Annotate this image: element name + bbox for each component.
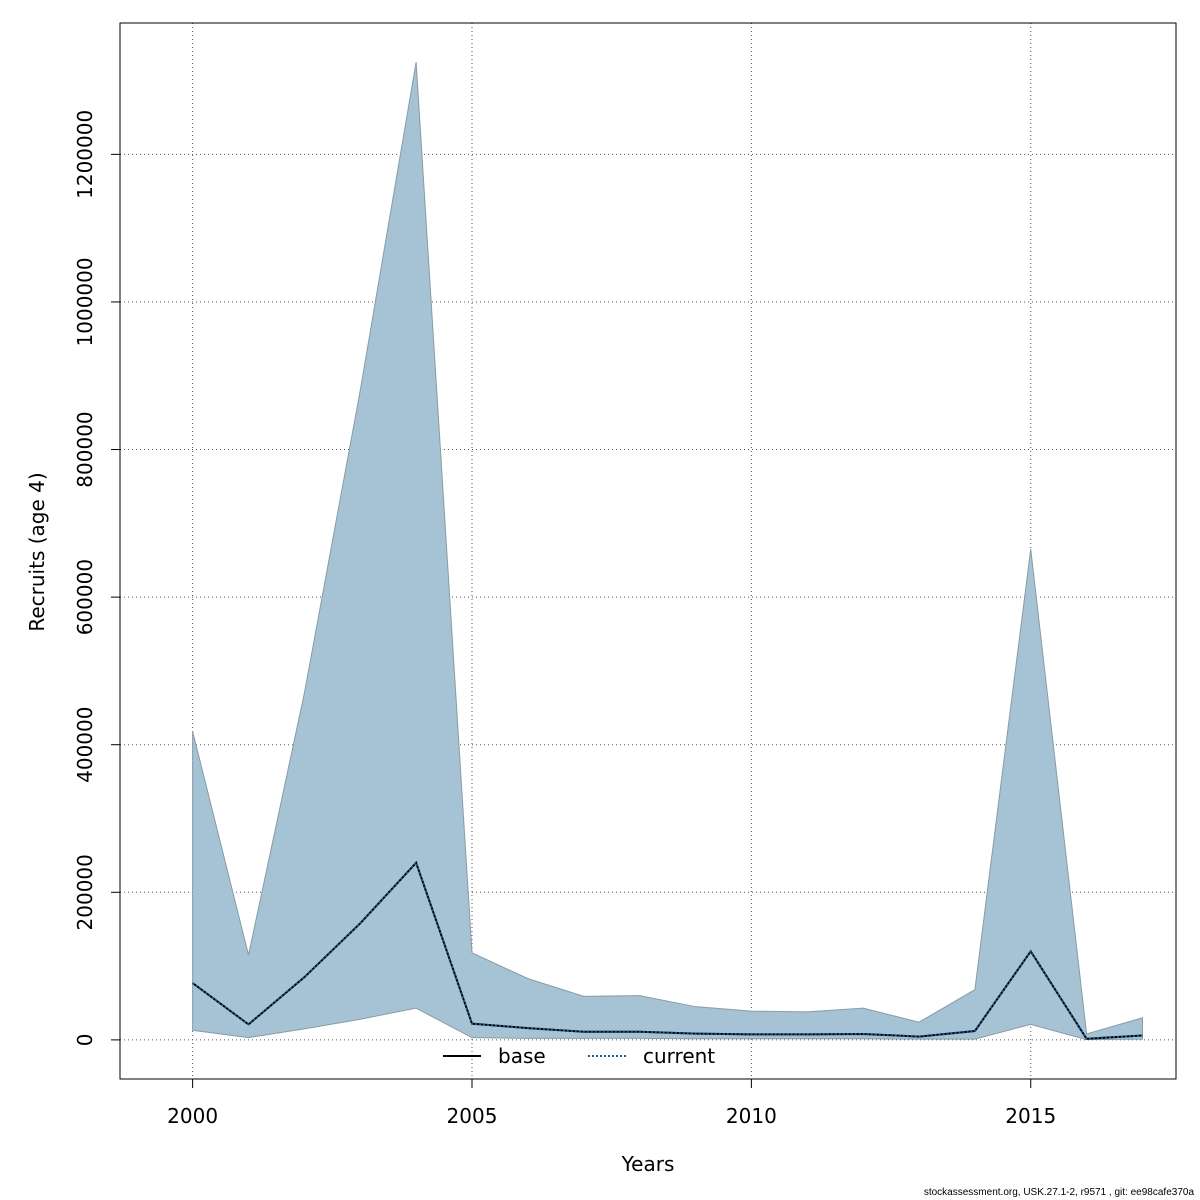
x-tick-label-2005: 2005 — [447, 1104, 498, 1128]
y-tick-label-1000000: 1000000 — [73, 257, 97, 346]
y-tick-label-0: 0 — [73, 1034, 97, 1047]
x-tick-label-2000: 2000 — [167, 1104, 218, 1128]
confidence-band-area — [192, 62, 1143, 1041]
y-tick-label-200000: 200000 — [73, 854, 97, 930]
x-tick-label-2010: 2010 — [726, 1104, 777, 1128]
y-axis-title: Recruits (age 4) — [25, 472, 49, 631]
series-lines — [192, 860, 1143, 1040]
legend-base-label: base — [498, 1044, 546, 1068]
y-tick-label-400000: 400000 — [73, 707, 97, 783]
legend: base current — [443, 1044, 715, 1068]
x-axis: 2000 2005 2010 2015 — [167, 1078, 1056, 1128]
footer-credit: stockassessment.org, USK.27.1-2, r9571 ,… — [923, 1187, 1194, 1198]
y-axis: 0 200000 400000 600000 800000 1000000 1200000 — [73, 110, 121, 1047]
y-tick-label-600000: 600000 — [73, 559, 97, 635]
legend-current-label: current — [643, 1044, 715, 1068]
series-line-current — [192, 860, 1143, 1040]
y-tick-label-1200000: 1200000 — [73, 110, 97, 199]
confidence-band — [192, 62, 1143, 1041]
y-tick-label-800000: 800000 — [73, 411, 97, 487]
x-axis-title: Years — [621, 1152, 675, 1176]
x-tick-label-2015: 2015 — [1005, 1104, 1056, 1128]
